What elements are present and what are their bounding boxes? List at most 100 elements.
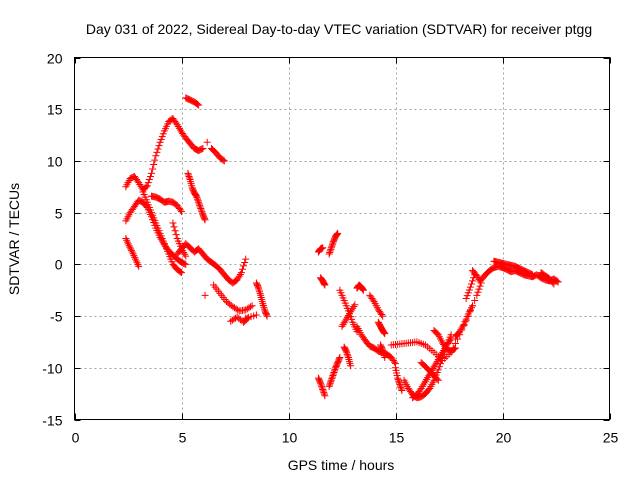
data-point: [316, 378, 324, 386]
data-point: [471, 297, 479, 305]
data-point: [359, 286, 367, 294]
data-point: [256, 288, 264, 296]
data-point: [260, 303, 268, 311]
data-point: [176, 206, 184, 214]
data-point: [343, 350, 351, 358]
data-point: [469, 302, 477, 310]
data-point: [430, 363, 438, 371]
data-point: [351, 301, 359, 309]
data-point: [379, 312, 387, 320]
series-arc8: [169, 219, 190, 260]
series-arc13: [252, 279, 271, 320]
data-point: [439, 348, 447, 356]
data-point: [329, 239, 337, 247]
data-point: [130, 252, 138, 260]
data-point: [477, 279, 485, 287]
data-point: [178, 208, 185, 216]
data-point: [201, 291, 209, 299]
data-point: [201, 216, 209, 224]
data-point: [219, 156, 227, 164]
chart-title: Day 031 of 2022, Sidereal Day-to-day VTE…: [86, 21, 592, 37]
data-point: [417, 384, 425, 392]
series-arc23: [338, 301, 359, 330]
data-point: [528, 271, 536, 279]
data-point: [131, 255, 139, 263]
axis-ticks: 0 5 10 15 20 25 -15 -10 -5 0 5 10 15 20: [42, 51, 618, 446]
data-point: [421, 377, 429, 385]
data-point: [418, 383, 426, 391]
data-point: [182, 252, 190, 260]
data-point: [433, 357, 441, 365]
data-point: [263, 312, 271, 320]
data-point: [201, 215, 209, 223]
data-point: [326, 248, 334, 256]
data-point: [424, 374, 432, 382]
data-point: [358, 285, 366, 293]
data-point: [133, 259, 141, 267]
data-point: [198, 208, 206, 216]
series-arc34: [417, 359, 442, 384]
data-point: [473, 291, 481, 299]
data-point: [327, 245, 335, 253]
data-point: [184, 171, 192, 179]
data-point: [395, 377, 403, 385]
data-point: [243, 315, 251, 323]
data-point: [475, 275, 483, 283]
data-point: [178, 269, 185, 277]
series-arc4: [139, 188, 185, 277]
data-point: [447, 335, 455, 343]
data-point: [328, 242, 336, 250]
data-point: [191, 191, 199, 199]
data-point: [318, 382, 326, 390]
series-arc31: [387, 279, 485, 365]
data-point: [194, 100, 202, 108]
data-point: [255, 284, 263, 292]
data-point: [153, 148, 161, 156]
data-point: [475, 285, 483, 293]
data-point: [149, 165, 157, 173]
data-point: [465, 286, 473, 294]
data-point: [396, 380, 404, 388]
data-point: [263, 311, 271, 319]
x-tick-label: 15: [389, 430, 405, 446]
x-tick-label: 25: [603, 430, 619, 446]
data-point: [174, 123, 182, 131]
data-point: [380, 329, 388, 337]
data-point: [320, 389, 328, 397]
data-point: [327, 376, 335, 384]
data-point: [436, 352, 444, 360]
data-point: [151, 156, 159, 164]
data-point: [196, 203, 204, 211]
data-point: [235, 272, 243, 280]
data-point: [326, 247, 334, 255]
data-point: [195, 101, 203, 109]
data-point: [349, 304, 357, 312]
data-point: [333, 231, 341, 239]
data-point: [195, 198, 203, 206]
data-point: [550, 280, 558, 288]
data-point: [344, 312, 352, 320]
series-arc10: [207, 145, 228, 165]
data-point: [159, 130, 167, 138]
data-point: [236, 270, 244, 278]
series-arc12: [227, 313, 252, 326]
data-point: [170, 223, 178, 231]
data-point: [464, 289, 472, 297]
series-arc19: [317, 274, 329, 289]
data-point: [220, 157, 228, 165]
series-arc7: [184, 169, 209, 224]
series-arc11: [210, 281, 256, 315]
data-point: [320, 390, 328, 398]
data-point: [527, 270, 535, 278]
data-point: [331, 365, 339, 373]
data-point: [176, 268, 184, 276]
data-point: [344, 352, 352, 360]
data-point: [318, 384, 326, 392]
data-point: [135, 179, 143, 187]
data-point: [238, 265, 246, 273]
grid-lines: [74, 57, 610, 420]
series-arc36: [451, 302, 477, 341]
data-point: [186, 174, 194, 182]
data-point: [234, 274, 242, 282]
series-arc18: [314, 244, 327, 256]
